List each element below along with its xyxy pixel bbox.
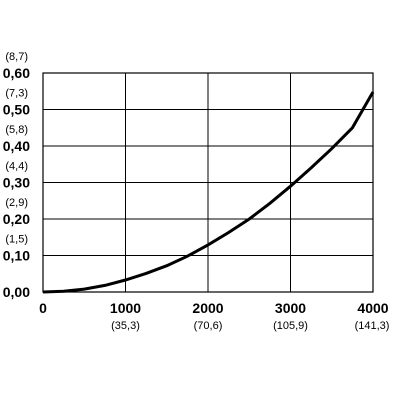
y-tick-label-4: 0,40 [3, 138, 30, 154]
x-tick-sublabel-4: (141,3) [355, 320, 390, 332]
y-axis-tick-labels: 0,00 0,10 (1,5) 0,20 (2,9) 0,30 (4,4) 0,40 (5,8)… [3, 51, 30, 300]
x-tick-label-3: 3000 [275, 300, 306, 316]
grid-lines [42, 72, 374, 293]
y-tick-label-2: 0,20 [3, 211, 30, 227]
series-layer [42, 91, 375, 294]
y-tick-sublabel-1: (1,5) [5, 234, 28, 246]
x-tick-label-1: 1000 [110, 300, 141, 316]
series-line-0 [42, 91, 375, 294]
x-tick-sublabel-3: (105,9) [273, 320, 308, 332]
y-tick-sublabel-2: (2,9) [5, 197, 28, 209]
y-tick-sublabel-6: (8,7) [5, 51, 28, 63]
y-tick-label-6: 0,60 [3, 65, 30, 81]
x-tick-label-0: 0 [39, 300, 47, 316]
y-tick-label-5: 0,50 [3, 102, 30, 118]
y-tick-label-0: 0,00 [3, 284, 30, 300]
x-axis-tick-labels: 0 1000 (35,3) 2000 (70,6) 3000 (105,9) 4000 (141… [39, 300, 389, 332]
y-tick-label-3: 0,30 [3, 175, 30, 191]
plot-frame [42, 72, 374, 293]
x-tick-sublabel-1: (35,3) [111, 320, 140, 332]
y-tick-sublabel-4: (5,8) [5, 124, 28, 136]
y-tick-sublabel-3: (4,4) [5, 161, 28, 173]
x-tick-label-4: 4000 [357, 300, 388, 316]
y-tick-label-1: 0,10 [3, 248, 30, 264]
x-tick-sublabel-2: (70,6) [194, 320, 223, 332]
x-tick-label-2: 2000 [192, 300, 223, 316]
y-tick-sublabel-5: (7,3) [5, 88, 28, 100]
